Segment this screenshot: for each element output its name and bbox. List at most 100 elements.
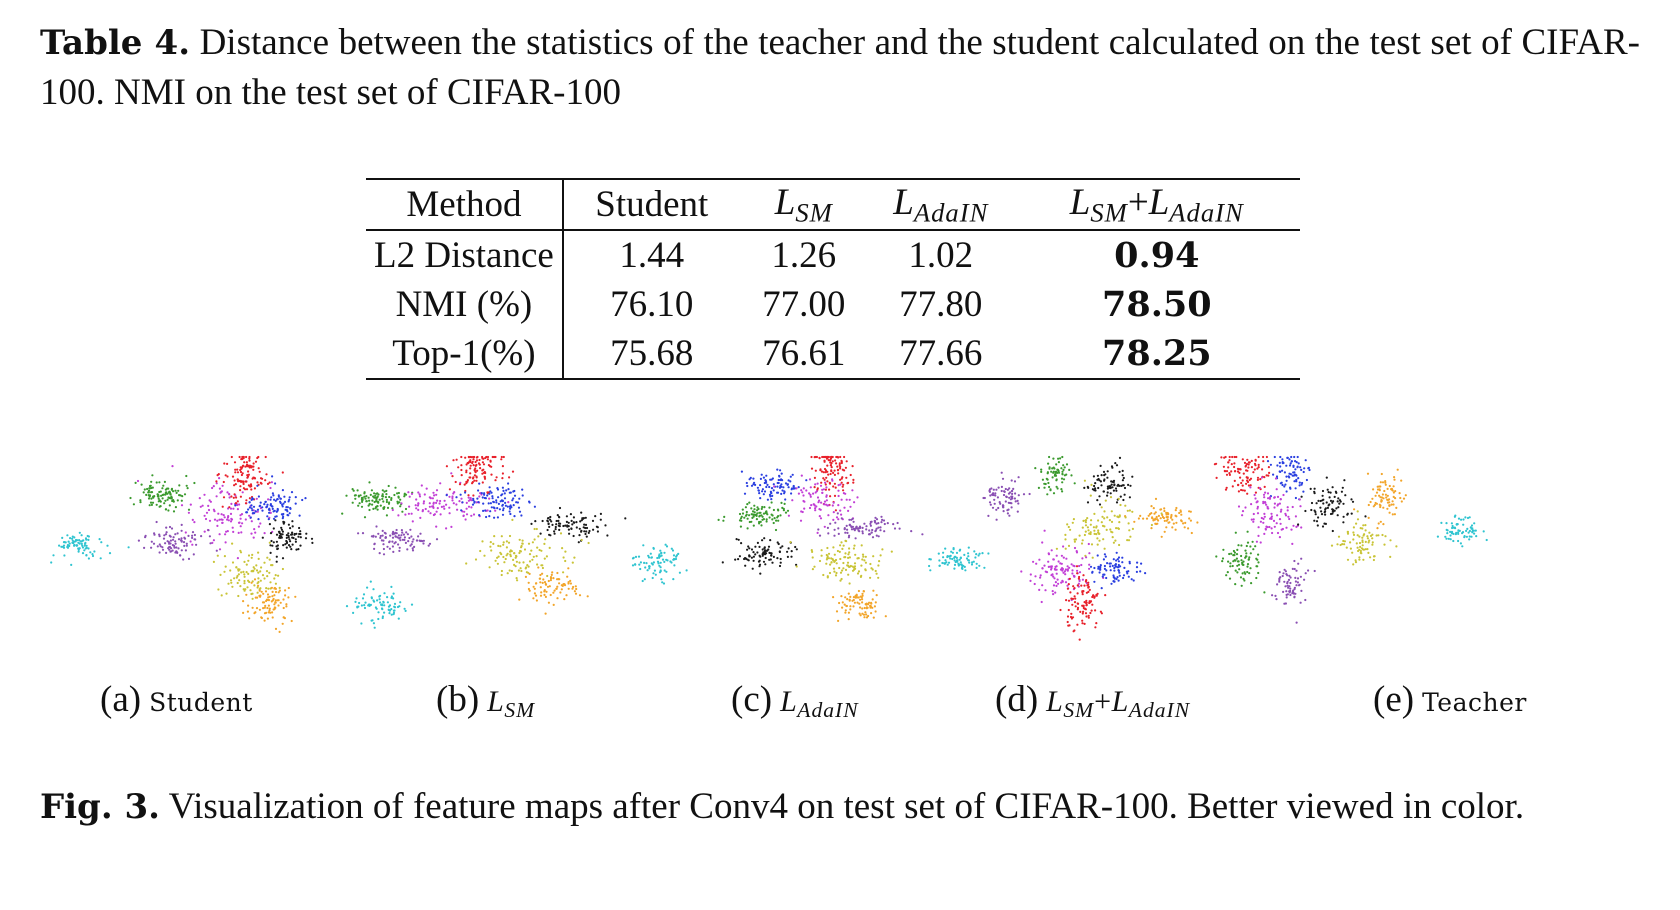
point-purple bbox=[1278, 571, 1281, 574]
point-blue bbox=[263, 503, 266, 506]
point-yellow bbox=[833, 560, 836, 563]
point-cyan bbox=[85, 544, 88, 547]
subfigure-caption-c: (c) LAdaIN bbox=[731, 678, 859, 722]
point-cyan bbox=[652, 572, 655, 575]
point-magenta bbox=[237, 531, 240, 534]
point-black bbox=[1114, 462, 1117, 465]
point-red bbox=[226, 475, 229, 478]
point-purple bbox=[871, 528, 874, 532]
point-cyan bbox=[653, 569, 657, 572]
point-magenta bbox=[812, 492, 815, 495]
point-orange bbox=[285, 603, 288, 606]
point-orange bbox=[1392, 503, 1395, 506]
point-black bbox=[584, 532, 587, 536]
point-orange bbox=[544, 582, 547, 586]
point-black bbox=[1118, 470, 1121, 473]
point-purple bbox=[997, 506, 1000, 510]
point-magenta bbox=[424, 507, 427, 511]
point-magenta bbox=[439, 499, 442, 503]
point-orange bbox=[290, 619, 293, 623]
point-black bbox=[1342, 515, 1345, 518]
point-yellow bbox=[278, 586, 281, 589]
point-red bbox=[1094, 609, 1097, 612]
point-yellow bbox=[1346, 558, 1350, 561]
point-cyan bbox=[977, 554, 980, 557]
point-yellow bbox=[251, 569, 254, 572]
point-blue bbox=[1288, 464, 1292, 467]
point-yellow bbox=[518, 551, 521, 555]
point-blue bbox=[489, 510, 492, 513]
point-red bbox=[1089, 611, 1092, 615]
point-black bbox=[1314, 513, 1317, 516]
header-lsm: LSM bbox=[740, 179, 868, 230]
point-purple bbox=[388, 540, 391, 543]
point-magenta bbox=[1265, 503, 1268, 506]
point-red bbox=[247, 465, 250, 468]
point-yellow bbox=[502, 555, 505, 559]
point-magenta bbox=[1070, 563, 1073, 566]
point-cyan bbox=[1472, 529, 1475, 532]
point-black bbox=[1322, 498, 1325, 501]
point-yellow bbox=[518, 538, 521, 541]
point-black bbox=[786, 555, 790, 558]
point-blue bbox=[784, 498, 787, 501]
point-yellow bbox=[1358, 558, 1361, 561]
point-magenta bbox=[453, 491, 456, 494]
point-yellow bbox=[1117, 497, 1120, 500]
point-blue bbox=[1122, 576, 1125, 580]
point-purple bbox=[1281, 574, 1284, 578]
point-purple bbox=[1009, 501, 1012, 505]
point-green bbox=[753, 508, 756, 511]
point-orange bbox=[543, 593, 546, 596]
point-magenta bbox=[229, 512, 233, 515]
point-cyan bbox=[960, 567, 964, 570]
point-magenta bbox=[191, 518, 194, 521]
point-blue bbox=[761, 488, 765, 491]
point-orange bbox=[1165, 513, 1168, 516]
point-magenta bbox=[448, 495, 451, 498]
point-magenta bbox=[1051, 590, 1054, 593]
point-purple bbox=[416, 539, 419, 542]
point-orange bbox=[853, 601, 857, 604]
point-orange bbox=[558, 582, 561, 585]
point-red bbox=[237, 480, 240, 483]
point-cyan bbox=[78, 542, 81, 545]
point-purple bbox=[372, 534, 375, 537]
point-magenta bbox=[445, 503, 448, 506]
point-black bbox=[281, 533, 284, 536]
point-magenta bbox=[1054, 581, 1057, 584]
point-purple bbox=[989, 503, 992, 506]
point-green bbox=[140, 483, 143, 486]
point-yellow bbox=[1129, 535, 1132, 538]
point-purple bbox=[382, 539, 385, 542]
point-purple bbox=[997, 486, 1000, 489]
point-purple bbox=[826, 526, 830, 529]
header-lsm-sub: SM bbox=[795, 197, 833, 228]
point-blue bbox=[273, 498, 276, 501]
point-green bbox=[1246, 563, 1250, 566]
point-cyan bbox=[1450, 522, 1453, 525]
point-magenta bbox=[422, 500, 426, 503]
point-cyan bbox=[91, 553, 94, 556]
point-black bbox=[1328, 496, 1331, 499]
point-red bbox=[478, 463, 481, 466]
point-green bbox=[1055, 485, 1058, 488]
point-orange bbox=[1150, 505, 1153, 508]
point-red bbox=[852, 478, 855, 481]
point-orange bbox=[1170, 515, 1173, 518]
point-magenta bbox=[428, 505, 431, 508]
point-cyan bbox=[662, 582, 666, 585]
point-magenta bbox=[1279, 522, 1282, 525]
point-purple bbox=[1287, 586, 1290, 589]
point-purple bbox=[191, 531, 195, 534]
point-magenta bbox=[427, 510, 430, 513]
point-orange bbox=[1353, 508, 1356, 511]
point-magenta bbox=[213, 510, 216, 513]
point-black bbox=[1121, 479, 1124, 482]
point-black bbox=[786, 550, 789, 553]
point-orange bbox=[533, 592, 536, 595]
point-blue bbox=[506, 505, 509, 508]
point-magenta bbox=[1256, 512, 1260, 515]
point-green bbox=[753, 504, 756, 507]
point-cyan bbox=[945, 561, 948, 564]
